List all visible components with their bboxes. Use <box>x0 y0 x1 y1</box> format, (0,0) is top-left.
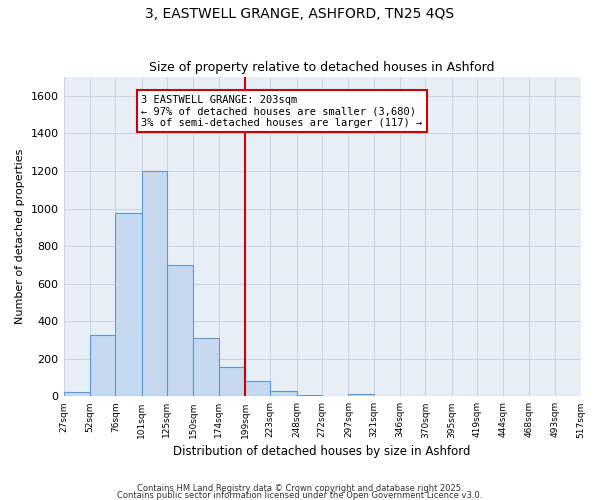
Bar <box>193 338 218 396</box>
Bar <box>271 391 297 396</box>
Text: Contains HM Land Registry data © Crown copyright and database right 2025.: Contains HM Land Registry data © Crown c… <box>137 484 463 493</box>
Bar <box>142 171 167 396</box>
Bar <box>349 394 374 396</box>
Text: 3 EASTWELL GRANGE: 203sqm
← 97% of detached houses are smaller (3,680)
3% of sem: 3 EASTWELL GRANGE: 203sqm ← 97% of detac… <box>141 94 422 128</box>
Bar <box>64 392 90 396</box>
Bar <box>167 265 193 396</box>
Bar <box>115 213 142 396</box>
Bar <box>245 382 271 396</box>
Text: Contains public sector information licensed under the Open Government Licence v3: Contains public sector information licen… <box>118 491 482 500</box>
Text: 3, EASTWELL GRANGE, ASHFORD, TN25 4QS: 3, EASTWELL GRANGE, ASHFORD, TN25 4QS <box>145 8 455 22</box>
Bar <box>90 336 115 396</box>
Title: Size of property relative to detached houses in Ashford: Size of property relative to detached ho… <box>149 62 495 74</box>
Bar <box>218 367 245 396</box>
X-axis label: Distribution of detached houses by size in Ashford: Distribution of detached houses by size … <box>173 444 471 458</box>
Y-axis label: Number of detached properties: Number of detached properties <box>15 149 25 324</box>
